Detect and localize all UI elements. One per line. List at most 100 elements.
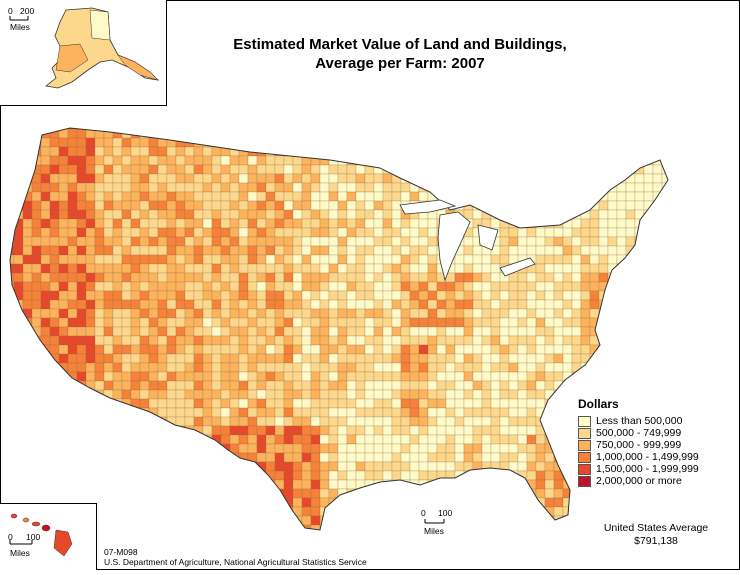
legend-swatch bbox=[578, 463, 591, 475]
county-cell bbox=[22, 398, 33, 409]
county-cell bbox=[121, 218, 132, 229]
county-cell bbox=[625, 371, 636, 382]
county-cell bbox=[463, 389, 474, 400]
county-cell bbox=[229, 218, 240, 229]
county-cell bbox=[328, 416, 339, 427]
county-cell bbox=[247, 398, 258, 409]
county-cell bbox=[184, 218, 195, 229]
county-cell bbox=[85, 263, 96, 274]
county-cell bbox=[310, 515, 321, 526]
legend-items: Less than 500,000 500,000 - 749,999 750,00… bbox=[578, 415, 718, 487]
county-cell bbox=[481, 281, 492, 292]
county-cell bbox=[10, 407, 15, 418]
county-cell bbox=[229, 434, 240, 445]
county-cell bbox=[157, 218, 168, 229]
county-cell bbox=[337, 452, 348, 463]
county-cell bbox=[625, 137, 636, 148]
county-cell bbox=[319, 317, 330, 328]
county-cell bbox=[346, 470, 357, 481]
county-cell bbox=[202, 335, 213, 346]
county-cell bbox=[472, 164, 483, 175]
county-cell bbox=[85, 335, 96, 346]
county-cell bbox=[238, 128, 249, 139]
county-cell bbox=[553, 380, 564, 391]
county-cell bbox=[616, 308, 627, 319]
county-cell bbox=[238, 425, 249, 436]
county-cell bbox=[121, 164, 132, 175]
hawaii-scale-distance: 100 bbox=[26, 532, 41, 542]
county-cell bbox=[355, 182, 366, 193]
county-cell bbox=[292, 461, 303, 472]
us-average-value: $791,138 bbox=[634, 535, 678, 547]
county-cell bbox=[562, 263, 573, 274]
county-cell bbox=[220, 407, 231, 418]
county-cell bbox=[409, 353, 420, 364]
county-cell bbox=[49, 479, 60, 490]
county-cell bbox=[112, 362, 123, 373]
county-cell bbox=[418, 236, 429, 247]
county-cell bbox=[157, 290, 168, 301]
county-cell bbox=[544, 137, 555, 148]
county-cell bbox=[58, 371, 69, 382]
county-cell bbox=[229, 308, 240, 319]
county-cell bbox=[535, 200, 546, 211]
county-cell bbox=[265, 155, 276, 166]
county-cell bbox=[238, 398, 249, 409]
county-cell bbox=[400, 128, 411, 130]
county-cell bbox=[382, 263, 393, 274]
county-cell bbox=[265, 425, 276, 436]
county-cell bbox=[292, 290, 303, 301]
county-cell bbox=[40, 173, 51, 184]
county-cell bbox=[337, 506, 348, 517]
county-cell bbox=[229, 299, 240, 310]
county-cell bbox=[58, 380, 69, 391]
county-cell bbox=[229, 272, 240, 283]
county-cell bbox=[130, 353, 141, 364]
county-cell bbox=[616, 254, 627, 265]
county-cell bbox=[76, 326, 87, 337]
county-cell bbox=[10, 398, 15, 409]
county-cell bbox=[139, 362, 150, 373]
county-cell bbox=[625, 227, 636, 238]
county-cell bbox=[400, 326, 411, 337]
county-cell bbox=[472, 344, 483, 355]
county-cell bbox=[229, 146, 240, 157]
county-cell bbox=[22, 407, 33, 418]
county-cell bbox=[355, 218, 366, 229]
county-cell bbox=[49, 362, 60, 373]
county-cell bbox=[536, 534, 545, 543]
county-cell bbox=[58, 425, 69, 436]
county-cell bbox=[256, 173, 267, 184]
county-cell bbox=[463, 506, 474, 517]
county-cell bbox=[139, 515, 150, 526]
county-cell bbox=[67, 479, 78, 490]
county-cell bbox=[94, 200, 105, 211]
county-cell bbox=[310, 137, 321, 148]
county-cell bbox=[247, 389, 258, 400]
county-cell bbox=[283, 488, 294, 499]
county-cell bbox=[157, 173, 168, 184]
county-cell bbox=[256, 227, 267, 238]
county-cell bbox=[580, 281, 591, 292]
legend-label: 1,000,000 - 1,499,999 bbox=[596, 451, 699, 463]
county-cell bbox=[130, 263, 141, 274]
county-cell bbox=[553, 344, 564, 355]
county-cell bbox=[112, 299, 123, 310]
county-cell bbox=[661, 281, 668, 292]
county-cell bbox=[58, 191, 69, 202]
county-cell bbox=[112, 443, 123, 454]
county-cell bbox=[337, 443, 348, 454]
county-cell bbox=[130, 317, 141, 328]
county-cell bbox=[643, 173, 654, 184]
county-cell bbox=[22, 353, 33, 364]
county-cell bbox=[364, 335, 375, 346]
county-cell bbox=[67, 452, 78, 463]
county-cell bbox=[409, 389, 420, 400]
county-cell bbox=[391, 344, 402, 355]
county-cell bbox=[346, 416, 357, 427]
county-cell bbox=[148, 191, 159, 202]
county-cell bbox=[508, 452, 519, 463]
county-cell bbox=[193, 452, 204, 463]
county-cell bbox=[409, 236, 420, 247]
county-cell bbox=[427, 389, 438, 400]
